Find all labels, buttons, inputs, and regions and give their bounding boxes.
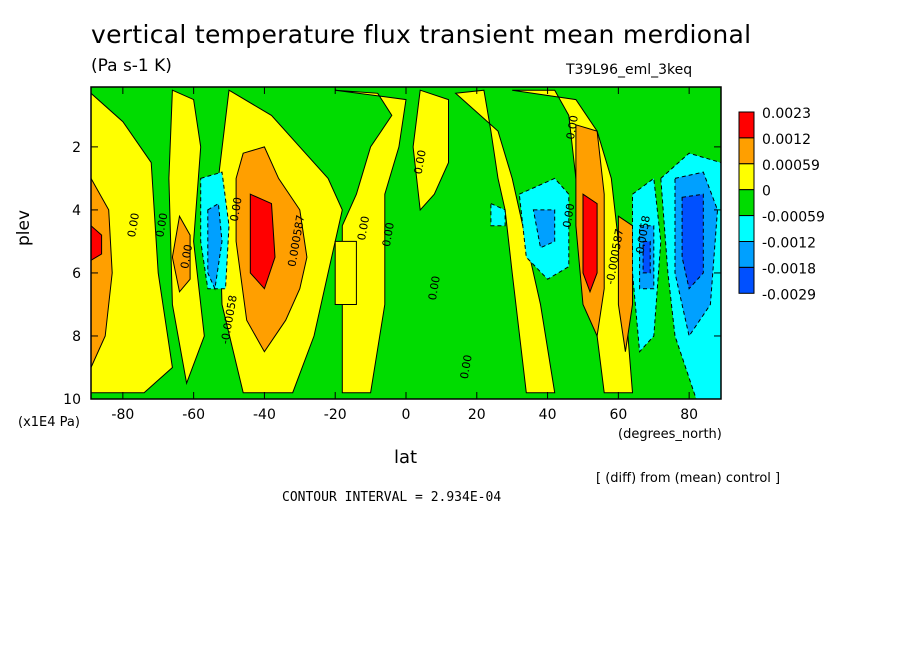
x-axis-units: (degrees_north) — [618, 427, 722, 442]
contour-label-11: 0.00 — [560, 202, 577, 228]
x-axis-ticks: -80 -60 -40 -20 0 20 40 60 80 — [111, 87, 698, 423]
y-tick-label: 10 — [63, 392, 81, 408]
contour-region-14 — [91, 225, 103, 261]
contour-region-18 — [490, 202, 506, 227]
legend-swatch-2 — [738, 163, 755, 191]
x-tick-label: -20 — [324, 407, 347, 423]
contour-label-8: 0.00 — [426, 275, 443, 301]
contour-region-26 — [642, 240, 651, 274]
y-tick-label: 4 — [72, 203, 81, 219]
legend-label-3: 0 — [762, 184, 771, 200]
legend-swatch-1 — [738, 137, 755, 165]
diff-note: [ (diff) from (mean) control ] — [596, 471, 781, 486]
contour-region-16 — [582, 193, 598, 294]
legend-label-1: 0.0012 — [762, 132, 811, 148]
legend-swatch-5 — [738, 241, 755, 268]
contour-region-9 — [91, 177, 113, 368]
contour-interval: CONTOUR INTERVAL = 2.934E-04 — [282, 490, 502, 505]
contour-region-27 — [681, 193, 704, 290]
legend-swatch-3 — [738, 189, 755, 217]
contour-region-23 — [532, 209, 556, 249]
x-tick-label: -60 — [182, 407, 205, 423]
contour-region-5 — [412, 89, 449, 212]
x-tick-label: 20 — [468, 407, 486, 423]
contour-label-10: 0.00 — [458, 354, 475, 380]
legend-label-2: 0.00059 — [762, 158, 820, 174]
legend-label-5: -0.0012 — [762, 236, 816, 252]
x-tick-label: -40 — [253, 407, 276, 423]
contour-label-2: 0.00 — [178, 243, 195, 269]
y-tick-label: 2 — [72, 140, 81, 156]
experiment-name: T39L96_eml_3keq — [566, 62, 693, 78]
color-legend: 0.0023 0.0012 0.00059 0 -0.00059 -0.0012 -0.00… — [738, 106, 825, 303]
contour-region-1 — [91, 92, 173, 394]
contour-region-22 — [207, 202, 223, 291]
legend-label-7: -0.0029 — [762, 287, 816, 303]
x-tick-label: 0 — [402, 407, 411, 423]
chart-units: (Pa s-1 K) — [91, 56, 172, 76]
x-tick-label: 60 — [609, 407, 627, 423]
contour-label-3: 0.00 — [228, 196, 245, 222]
contour-label-0: 0.00 — [125, 212, 142, 238]
legend-swatch-4 — [738, 215, 755, 243]
chart-title: vertical temperature flux transient mean… — [91, 20, 752, 49]
x-axis-label: lat — [394, 447, 418, 468]
contour-region-15 — [249, 193, 276, 290]
contour-region-8 — [334, 240, 357, 305]
legend-swatch-6 — [738, 266, 755, 294]
contour-label-7: 0.00 — [380, 221, 397, 247]
contour-label-6: 0.00 — [355, 215, 372, 241]
y-axis-ticks: 2 4 6 8 10 — [63, 140, 721, 408]
contour-label-12: 0.00 — [564, 114, 581, 140]
legend-label-6: -0.0018 — [762, 261, 816, 277]
filled-contours — [91, 87, 721, 399]
contour-region-13 — [617, 215, 633, 352]
contour-region-10 — [171, 214, 191, 293]
contour-label-9: 0.00 — [412, 149, 429, 175]
contour-region-6 — [454, 89, 556, 394]
legend-label-0: 0.0023 — [762, 106, 811, 122]
x-tick-label: -80 — [111, 407, 134, 423]
y-tick-label: 8 — [72, 329, 81, 345]
y-tick-label: 6 — [72, 266, 81, 282]
x-tick-label: 80 — [680, 407, 698, 423]
contour-region-4 — [335, 89, 407, 394]
x-tick-label: 40 — [539, 407, 557, 423]
legend-swatch-0 — [738, 111, 755, 139]
legend-label-4: -0.00059 — [762, 210, 825, 226]
y-axis-units: (x1E4 Pa) — [18, 415, 80, 430]
contour-label-1: 0.00 — [153, 212, 170, 238]
